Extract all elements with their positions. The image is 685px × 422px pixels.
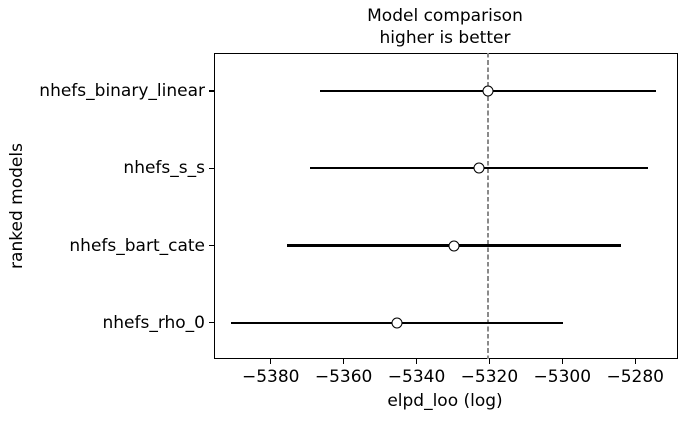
x-tick-label: −5360 [314, 367, 373, 387]
elpd-marker-nhefs_s_s [473, 162, 485, 174]
x-tick-label: −5380 [241, 367, 300, 387]
y-tick [208, 90, 214, 92]
x-tick-label: −5280 [606, 367, 664, 387]
x-tick [270, 359, 272, 364]
x-tick [342, 359, 345, 364]
elpd-marker-nhefs_binary_linear [482, 85, 494, 97]
x-tick [634, 359, 636, 364]
y-tick [208, 322, 214, 324]
elpd-marker-nhefs_rho_0 [391, 317, 403, 329]
chart-title-line2: higher is better [379, 28, 511, 48]
y-tick-label: nhefs_binary_linear [39, 81, 205, 102]
y-tick-label: nhefs_bart_cate [69, 235, 205, 256]
x-tick [488, 359, 491, 364]
y-tick-label: nhefs_s_s [123, 158, 205, 179]
y-tick [208, 167, 214, 169]
plot-area [213, 53, 678, 359]
x-tick-label: −5340 [387, 367, 446, 387]
chart-title-line1: Model comparison [367, 6, 523, 26]
y-tick-label: nhefs_rho_0 [102, 312, 205, 333]
x-tick [561, 359, 563, 364]
x-tick-label: −5300 [533, 367, 592, 387]
reference-dashed-line [487, 53, 489, 359]
x-tick [415, 359, 418, 364]
y-tick [208, 244, 214, 247]
elpd-marker-nhefs_bart_cate [448, 240, 460, 251]
x-axis-label: elpd_loo (log) [387, 391, 503, 411]
x-tick-label: −5320 [460, 367, 519, 387]
chart-title: Model comparison higher is better [213, 5, 677, 49]
